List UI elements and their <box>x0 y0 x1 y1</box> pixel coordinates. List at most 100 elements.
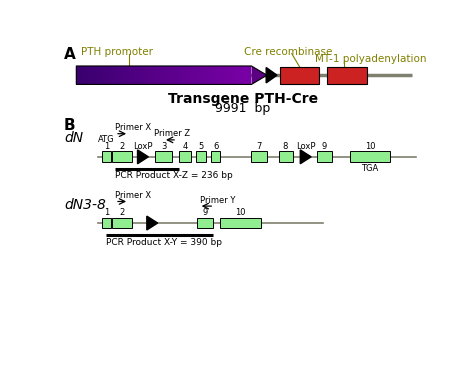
Text: 3: 3 <box>161 142 166 151</box>
Text: A: A <box>64 47 76 62</box>
Bar <box>279 151 292 162</box>
Polygon shape <box>300 150 311 164</box>
Polygon shape <box>251 66 267 84</box>
Bar <box>97 66 100 84</box>
Bar <box>137 66 140 84</box>
Text: dN: dN <box>64 131 83 145</box>
Bar <box>196 66 199 84</box>
Text: PCR Product X-Z = 236 bp: PCR Product X-Z = 236 bp <box>115 171 233 181</box>
Bar <box>129 66 132 84</box>
Bar <box>170 66 173 84</box>
Bar <box>161 66 164 84</box>
Bar <box>82 66 85 84</box>
Text: Primer Z: Primer Z <box>154 130 190 138</box>
Bar <box>102 151 111 162</box>
Bar <box>112 218 132 228</box>
Bar <box>248 66 251 84</box>
Bar <box>217 66 219 84</box>
Bar <box>123 66 126 84</box>
Bar <box>246 66 248 84</box>
Text: 9: 9 <box>202 208 208 217</box>
Bar <box>144 66 146 84</box>
Text: LoxP: LoxP <box>296 142 316 151</box>
Text: Cre recombinase: Cre recombinase <box>244 47 332 57</box>
Bar <box>109 66 111 84</box>
Bar <box>94 66 97 84</box>
Text: 4: 4 <box>182 142 187 151</box>
Bar <box>79 66 82 84</box>
Bar <box>199 66 202 84</box>
Text: 10: 10 <box>365 142 375 151</box>
Bar <box>164 66 167 84</box>
Bar <box>114 66 117 84</box>
Bar <box>149 66 152 84</box>
Bar <box>91 66 94 84</box>
Bar <box>152 66 155 84</box>
Text: 2: 2 <box>119 142 125 151</box>
Text: LoxP: LoxP <box>133 142 153 151</box>
Bar <box>155 151 173 162</box>
Bar <box>140 66 144 84</box>
Bar <box>120 66 123 84</box>
Text: MT-1 polyadenylation: MT-1 polyadenylation <box>315 54 427 64</box>
Bar <box>112 151 132 162</box>
Polygon shape <box>266 67 277 83</box>
Bar <box>111 66 114 84</box>
Bar <box>205 66 208 84</box>
Bar <box>193 66 196 84</box>
Text: 1: 1 <box>104 142 109 151</box>
Bar <box>222 66 225 84</box>
Bar <box>231 66 234 84</box>
Text: 1: 1 <box>104 208 109 217</box>
Bar <box>155 66 158 84</box>
Text: ATG: ATG <box>98 135 115 145</box>
Bar <box>135 66 137 84</box>
Bar <box>240 66 243 84</box>
Bar <box>175 66 179 84</box>
Bar <box>190 66 193 84</box>
Text: 6: 6 <box>213 142 219 151</box>
Text: Transgene PTH-Cre: Transgene PTH-Cre <box>168 92 318 106</box>
Bar <box>158 66 161 84</box>
Polygon shape <box>147 216 158 230</box>
Bar <box>102 218 111 228</box>
Text: Primer Y: Primer Y <box>201 196 236 205</box>
Bar <box>210 66 213 84</box>
Bar <box>202 66 205 84</box>
Bar <box>187 66 190 84</box>
Bar <box>100 66 102 84</box>
Bar <box>327 67 367 84</box>
Bar <box>102 66 106 84</box>
Text: 7: 7 <box>256 142 262 151</box>
Bar <box>88 66 91 84</box>
Text: TGA: TGA <box>361 164 379 173</box>
Text: 9991  bp: 9991 bp <box>215 102 271 115</box>
Bar <box>280 67 319 84</box>
Bar <box>117 66 120 84</box>
Bar <box>106 66 109 84</box>
Bar <box>132 66 135 84</box>
Bar <box>182 66 184 84</box>
Bar <box>251 151 267 162</box>
Bar <box>126 66 129 84</box>
Polygon shape <box>137 150 148 164</box>
Bar <box>350 151 390 162</box>
Bar <box>167 66 170 84</box>
Bar <box>234 66 237 84</box>
Bar <box>179 151 191 162</box>
Bar <box>196 151 206 162</box>
Text: 2: 2 <box>119 208 125 217</box>
Text: Primer X: Primer X <box>115 123 151 132</box>
Bar <box>317 151 332 162</box>
Text: B: B <box>64 118 75 132</box>
Bar <box>184 66 187 84</box>
Text: PCR Product X-Y = 390 bp: PCR Product X-Y = 390 bp <box>106 238 222 247</box>
Bar <box>220 218 261 228</box>
Text: dN3-8: dN3-8 <box>64 198 106 212</box>
Text: PTH promoter: PTH promoter <box>81 47 153 57</box>
Bar <box>219 66 222 84</box>
Bar <box>243 66 246 84</box>
Bar <box>225 66 228 84</box>
Text: 10: 10 <box>236 208 246 217</box>
Bar <box>76 66 79 84</box>
